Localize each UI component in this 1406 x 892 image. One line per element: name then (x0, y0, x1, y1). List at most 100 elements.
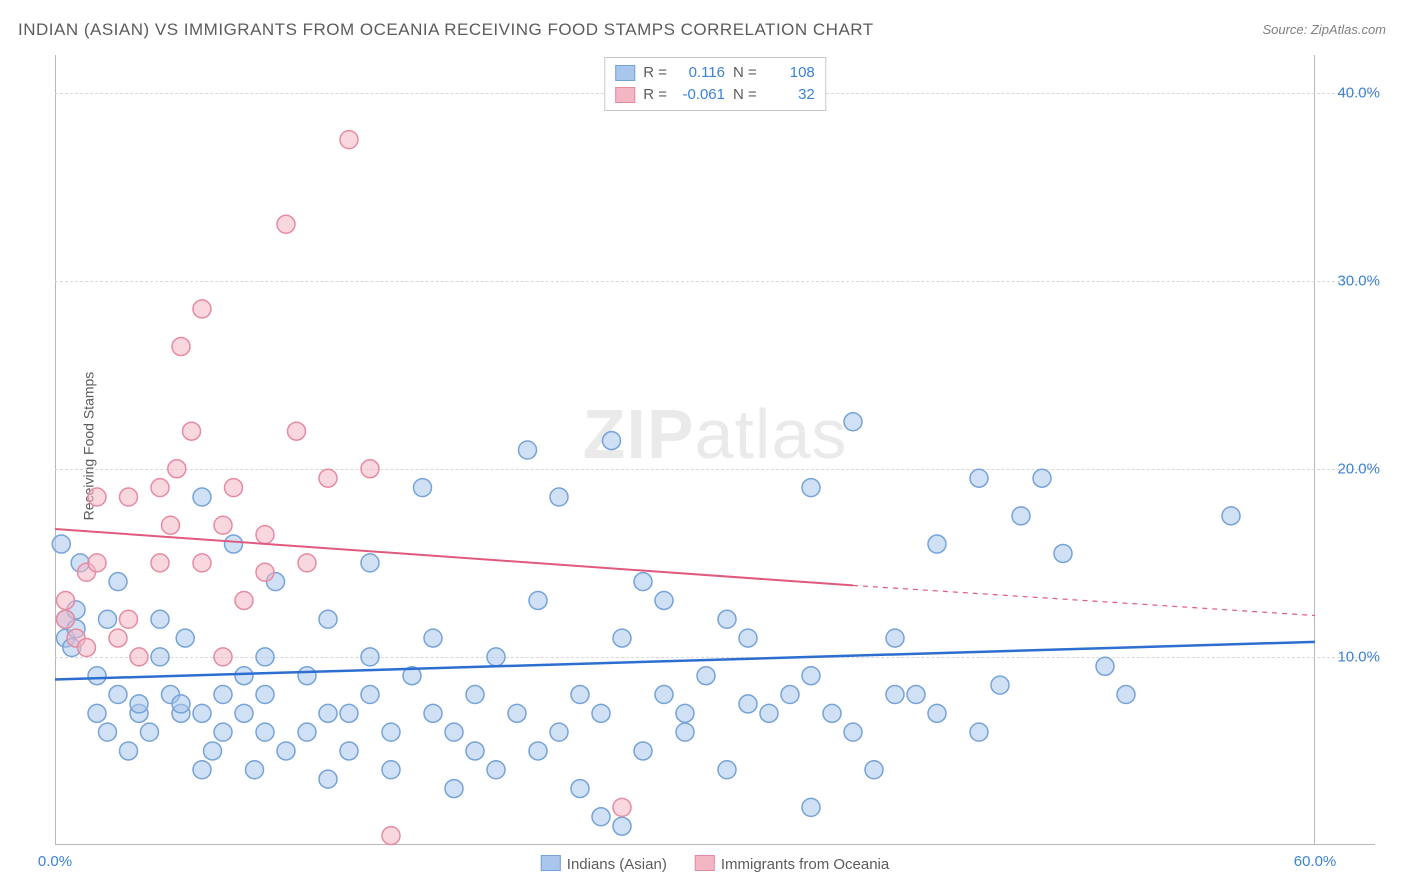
legend-swatch-icon (615, 87, 635, 103)
scatter-point (550, 488, 568, 506)
scatter-point (414, 479, 432, 497)
legend-r-label: R = (643, 62, 667, 84)
scatter-point (130, 648, 148, 666)
scatter-point (235, 667, 253, 685)
x-tick-label: 0.0% (38, 853, 72, 870)
scatter-point (487, 761, 505, 779)
scatter-point (193, 761, 211, 779)
scatter-point (655, 686, 673, 704)
scatter-point (1117, 686, 1135, 704)
scatter-point (991, 676, 1009, 694)
scatter-point (802, 667, 820, 685)
scatter-point (288, 422, 306, 440)
scatter-point (340, 742, 358, 760)
scatter-point (88, 704, 106, 722)
legend-item-series1: Indians (Asian) (541, 855, 667, 873)
scatter-point (1054, 544, 1072, 562)
scatter-point (382, 827, 400, 845)
scatter-point (319, 469, 337, 487)
scatter-point (256, 563, 274, 581)
scatter-point (319, 610, 337, 628)
scatter-point (655, 591, 673, 609)
scatter-point (571, 686, 589, 704)
scatter-point (57, 610, 75, 628)
legend-swatch-icon (695, 855, 715, 871)
scatter-point (193, 488, 211, 506)
scatter-point (739, 629, 757, 647)
scatter-point (382, 761, 400, 779)
scatter-point (176, 629, 194, 647)
scatter-point (445, 780, 463, 798)
scatter-point (214, 686, 232, 704)
scatter-point (802, 479, 820, 497)
scatter-point (151, 610, 169, 628)
scatter-svg (55, 55, 1375, 845)
scatter-point (225, 479, 243, 497)
scatter-point (676, 723, 694, 741)
scatter-point (718, 610, 736, 628)
scatter-point (886, 686, 904, 704)
scatter-point (277, 742, 295, 760)
scatter-point (193, 300, 211, 318)
legend-r-value: 0.116 (675, 62, 725, 84)
trend-line (55, 529, 853, 585)
scatter-point (214, 516, 232, 534)
scatter-point (613, 798, 631, 816)
scatter-point (760, 704, 778, 722)
scatter-point (120, 610, 138, 628)
scatter-point (970, 723, 988, 741)
scatter-point (928, 535, 946, 553)
scatter-point (466, 742, 484, 760)
scatter-point (214, 723, 232, 741)
scatter-point (298, 554, 316, 572)
scatter-point (928, 704, 946, 722)
scatter-point (613, 817, 631, 835)
scatter-point (529, 591, 547, 609)
scatter-point (781, 686, 799, 704)
scatter-point (235, 704, 253, 722)
legend-n-label: N = (733, 62, 757, 84)
scatter-point (529, 742, 547, 760)
scatter-point (613, 629, 631, 647)
scatter-point (865, 761, 883, 779)
scatter-point (634, 742, 652, 760)
legend-swatch-icon (541, 855, 561, 871)
legend-series-name: Indians (Asian) (567, 856, 667, 873)
scatter-point (550, 723, 568, 741)
scatter-point (634, 573, 652, 591)
legend-n-label: N = (733, 84, 757, 106)
scatter-point (382, 723, 400, 741)
scatter-point (151, 648, 169, 666)
scatter-point (214, 648, 232, 666)
scatter-point (298, 667, 316, 685)
scatter-point (340, 131, 358, 149)
scatter-point (886, 629, 904, 647)
scatter-point (445, 723, 463, 741)
scatter-point (168, 460, 186, 478)
scatter-point (109, 686, 127, 704)
scatter-point (57, 591, 75, 609)
scatter-point (298, 723, 316, 741)
scatter-point (88, 554, 106, 572)
scatter-point (519, 441, 537, 459)
scatter-point (204, 742, 222, 760)
scatter-point (246, 761, 264, 779)
scatter-point (193, 554, 211, 572)
scatter-point (739, 695, 757, 713)
scatter-point (141, 723, 159, 741)
scatter-point (277, 215, 295, 233)
scatter-point (162, 516, 180, 534)
scatter-point (151, 554, 169, 572)
scatter-point (340, 704, 358, 722)
scatter-point (88, 488, 106, 506)
scatter-point (424, 629, 442, 647)
scatter-point (823, 704, 841, 722)
legend-n-value: 108 (765, 62, 815, 84)
scatter-point (256, 686, 274, 704)
scatter-point (109, 629, 127, 647)
scatter-point (361, 686, 379, 704)
scatter-point (99, 610, 117, 628)
scatter-point (844, 723, 862, 741)
x-tick-label: 60.0% (1294, 853, 1337, 870)
scatter-point (78, 639, 96, 657)
